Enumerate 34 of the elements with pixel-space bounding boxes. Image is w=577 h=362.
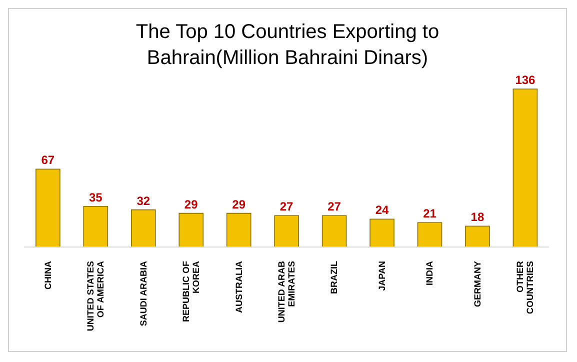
bar [178,212,204,248]
data-label: 29 [184,197,198,212]
x-tick-label: JAPAN [376,261,387,291]
data-label: 136 [515,73,536,87]
x-tick-label: INDIA [424,260,435,286]
data-label: 32 [136,194,150,208]
bar [512,88,538,248]
chart-title: The Top 10 Countries Exporting to Bahrain(Million Bahraini Dinars) [134,20,440,71]
x-tick-label: REPUBLIC OF KOREA [181,260,202,322]
bar [226,212,252,248]
x-tick-label: SAUDI ARABIA [138,260,148,326]
bar [130,209,156,248]
data-label: 18 [470,210,484,224]
data-label: 35 [88,190,103,204]
x-tick-label: GERMANY [472,261,482,308]
bar [83,206,108,248]
data-label: 27 [328,200,342,214]
x-tick-label: AUSTRALIA [234,260,244,313]
data-label: 24 [375,203,390,218]
bar [322,215,347,248]
x-tick-label: OTHER COUNTRIES [515,260,536,314]
bar [465,226,490,248]
data-label: 67 [41,153,55,168]
x-tick-label: BRAZIL [329,260,340,294]
x-tick-label: UNITED STATES OF AMERICA [86,260,106,332]
data-label: 27 [280,200,294,214]
x-tick-label: CHINA [42,260,53,290]
bar [370,218,394,248]
data-label: 21 [423,206,437,221]
data-label: 29 [232,197,246,212]
bar [36,168,60,248]
bar [417,222,442,248]
x-tick-label: UNITED ARAB EMIRATES [276,260,296,323]
bar [274,215,299,248]
